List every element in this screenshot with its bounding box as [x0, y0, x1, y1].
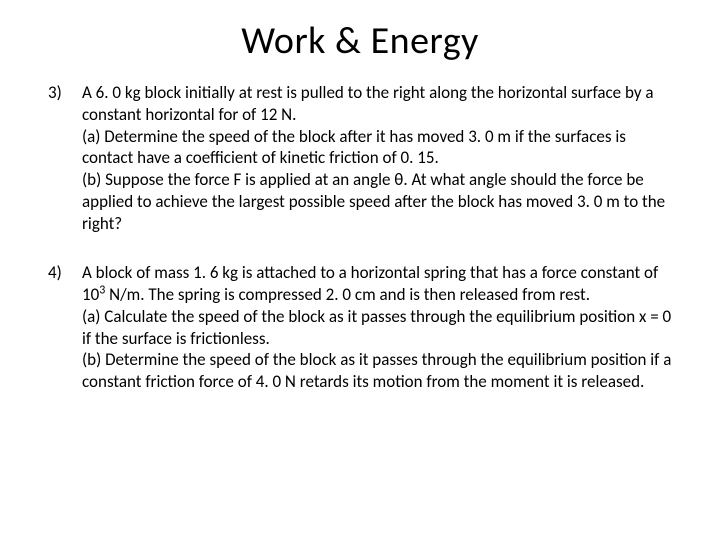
problem-number: 3)	[48, 82, 82, 234]
page-title: Work & Energy	[48, 18, 672, 64]
problem-body: A 6. 0 kg block initially at rest is pul…	[82, 82, 672, 234]
problem-part-a: (a) Calculate the speed of the block as …	[82, 306, 671, 349]
problem-body: A block of mass 1. 6 kg is attached to a…	[82, 262, 672, 393]
problem-number: 4)	[48, 262, 82, 393]
problem-part-a: (a) Determine the speed of the block aft…	[82, 126, 626, 169]
problem-intro-post: N/m. The spring is compressed 2. 0 cm an…	[105, 284, 590, 305]
problem-3: 3) A 6. 0 kg block initially at rest is …	[48, 82, 672, 234]
problem-part-b: (b) Suppose the force F is applied at an…	[82, 169, 665, 234]
problem-part-b: (b) Determine the speed of the block as …	[82, 349, 671, 392]
problem-intro: A 6. 0 kg block initially at rest is pul…	[82, 82, 654, 125]
problem-4: 4) A block of mass 1. 6 kg is attached t…	[48, 262, 672, 393]
